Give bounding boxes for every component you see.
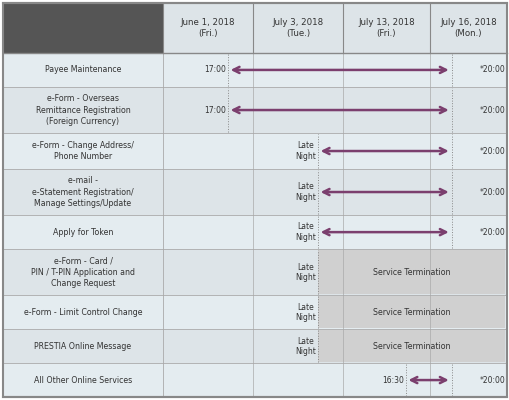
Bar [317,250,504,294]
Bar [3,169,506,215]
Bar [317,296,504,328]
Text: e-Form - Limit Control Change: e-Form - Limit Control Change [24,308,142,317]
Text: e-mail -
e-Statement Registration/
Manage Settings/Update: e-mail - e-Statement Registration/ Manag… [32,176,133,208]
Bar [3,249,506,296]
Text: *20:00: *20:00 [478,376,504,384]
Text: Service Termination: Service Termination [372,342,449,351]
Text: Service Termination: Service Termination [372,268,449,277]
Text: July 13, 2018
(Fri.): July 13, 2018 (Fri.) [357,18,414,38]
Bar [3,215,506,249]
Text: *20:00: *20:00 [478,146,504,156]
Bar [3,363,506,397]
Text: *20:00: *20:00 [478,228,504,237]
Text: 16:30: 16:30 [381,376,403,384]
Bar [3,133,506,169]
Text: *20:00: *20:00 [478,66,504,74]
Text: Late
Night: Late Night [294,222,315,242]
Text: Late
Night: Late Night [294,141,315,161]
Bar [3,329,506,363]
Bar [163,3,506,53]
Text: *20:00: *20:00 [478,188,504,196]
Text: 17:00: 17:00 [204,106,225,114]
Bar [3,3,506,53]
Text: PRESTIA Online Message: PRESTIA Online Message [35,342,131,351]
Bar [3,296,506,329]
Text: All Other Online Services: All Other Online Services [34,376,132,384]
Text: Late
Night: Late Night [294,182,315,202]
Text: 17:00: 17:00 [204,66,225,74]
Text: Late
Night: Late Night [294,336,315,356]
Text: e-Form - Overseas
Remittance Registration
(Foreign Currency): e-Form - Overseas Remittance Registratio… [36,94,130,126]
Text: *20:00: *20:00 [478,106,504,114]
Text: Apply for Token: Apply for Token [53,228,113,237]
Text: July 3, 2018
(Tue.): July 3, 2018 (Tue.) [272,18,323,38]
Bar [3,87,506,133]
Text: Late
Night: Late Night [294,303,315,322]
Text: e-Form - Card /
PIN / T-PIN Application and
Change Request: e-Form - Card / PIN / T-PIN Application … [31,257,135,288]
Bar [317,330,504,362]
Text: Service Termination: Service Termination [372,308,449,317]
Text: June 1, 2018
(Fri.): June 1, 2018 (Fri.) [180,18,235,38]
Text: July 16, 2018
(Mon.): July 16, 2018 (Mon.) [439,18,496,38]
Text: e-Form - Change Address/
Phone Number: e-Form - Change Address/ Phone Number [32,141,134,161]
Text: Late
Night: Late Night [294,262,315,282]
Bar [3,53,506,87]
Text: Payee Maintenance: Payee Maintenance [45,66,121,74]
